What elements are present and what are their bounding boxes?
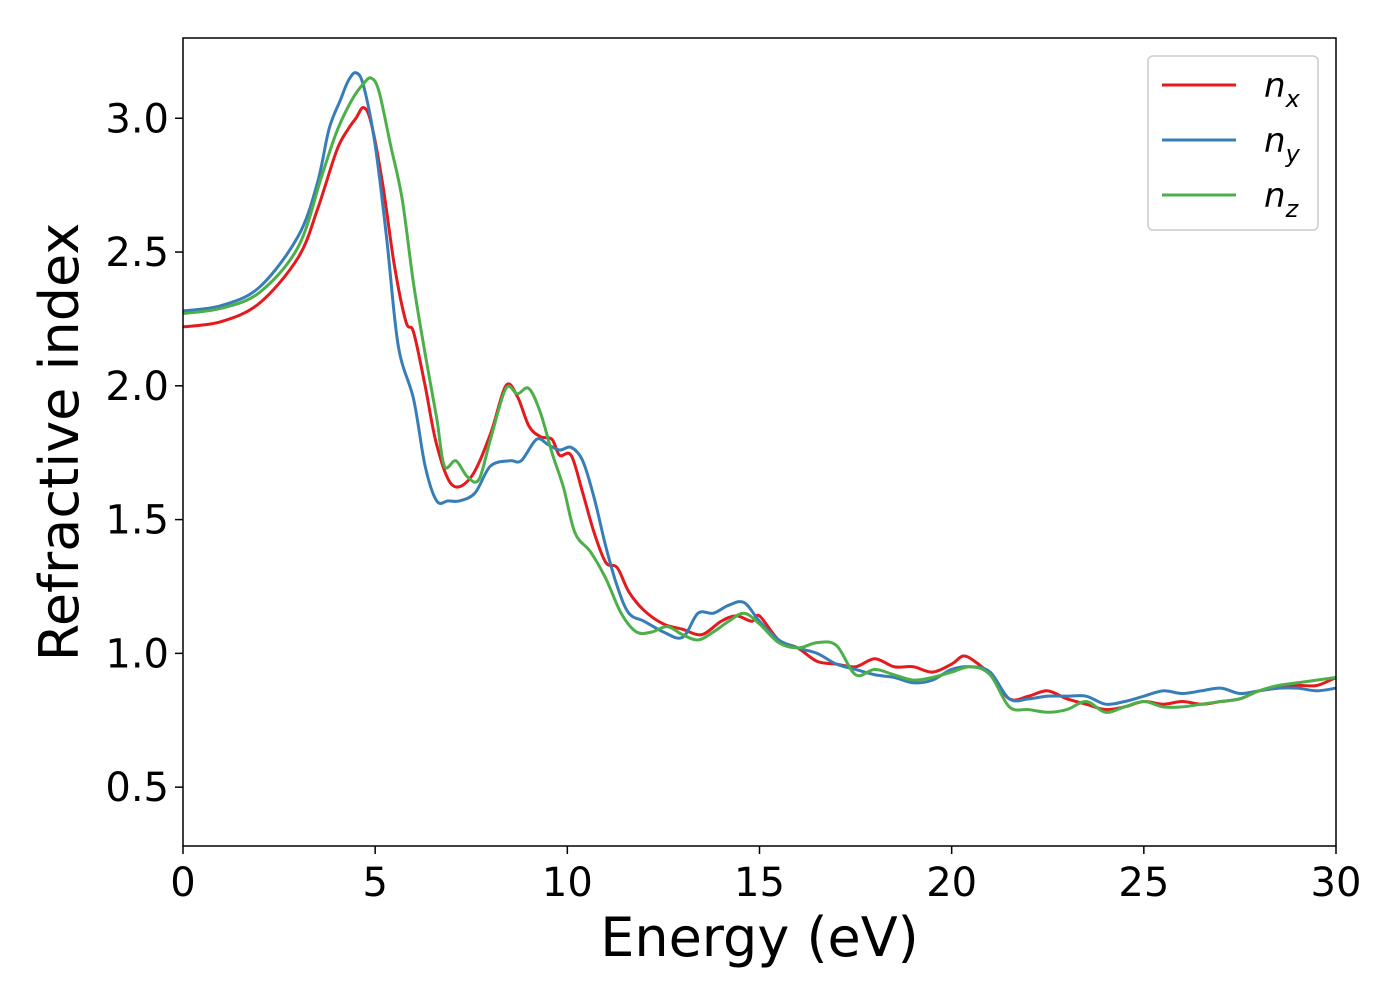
y-tick-label: 1.5	[105, 498, 169, 544]
y-axis-ticks: 0.5 1.0 1.5 2.0 2.5 3.0	[105, 96, 183, 811]
x-tick-label: 5	[362, 860, 387, 906]
legend: nx ny nz	[1147, 55, 1319, 231]
legend-label: nx	[1264, 66, 1301, 113]
y-tick-label: 2.0	[105, 364, 169, 410]
x-tick-label: 20	[926, 860, 977, 906]
y-tick-label: 2.5	[105, 230, 169, 276]
y-tick-label: 1.0	[105, 631, 169, 677]
y-tick-label: 0.5	[105, 765, 169, 811]
series-line-n-x	[183, 106, 1336, 712]
x-tick-label: 15	[734, 860, 785, 906]
x-axis-label: Energy (eV)	[600, 906, 919, 969]
y-tick-label: 3.0	[105, 96, 169, 142]
legend-box	[1147, 55, 1319, 231]
plot-lines	[183, 71, 1336, 714]
legend-label: ny	[1264, 121, 1301, 168]
x-axis-ticks: 0 5 10 15 20 25 30	[170, 846, 1361, 906]
x-tick-label: 0	[170, 860, 195, 906]
legend-label: nz	[1264, 176, 1300, 223]
x-tick-label: 30	[1311, 860, 1362, 906]
x-tick-label: 10	[542, 860, 593, 906]
x-tick-label: 25	[1118, 860, 1169, 906]
y-axis-label: Refractive index	[28, 223, 91, 662]
series-line-n-y	[183, 71, 1336, 706]
series-line-n-z	[183, 76, 1336, 714]
